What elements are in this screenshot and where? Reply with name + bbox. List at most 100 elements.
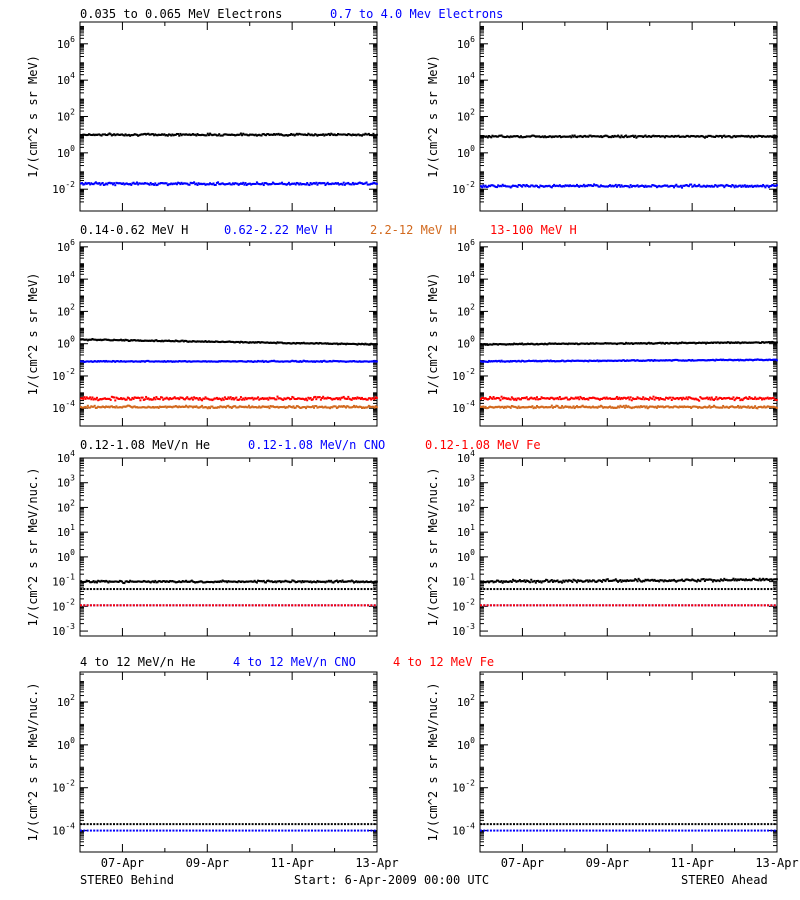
data-point (294, 133, 297, 136)
data-point (759, 341, 762, 344)
data-point (180, 134, 183, 137)
data-point (653, 578, 656, 581)
data-point (178, 182, 181, 185)
data-point (159, 182, 162, 185)
data-point (716, 406, 719, 409)
data-point (703, 405, 706, 408)
data-point (366, 343, 369, 346)
data-point (314, 360, 317, 363)
data-point (148, 339, 151, 342)
data-point (279, 360, 282, 363)
data-point (109, 182, 112, 185)
data-point (161, 580, 164, 583)
data-point (194, 397, 197, 400)
y-tick-label: 104 (457, 449, 475, 465)
data-point (570, 406, 573, 409)
y-tick-exponent: 2 (470, 498, 475, 507)
data-point (161, 339, 164, 342)
data-point (342, 181, 345, 184)
data-point (172, 397, 175, 400)
data-point (627, 185, 630, 188)
data-point (364, 397, 367, 400)
data-point (303, 398, 306, 401)
data-point (569, 398, 572, 401)
data-point (269, 580, 272, 583)
data-point (221, 406, 224, 409)
data-point (558, 184, 561, 187)
data-point (234, 341, 237, 344)
data-point (116, 133, 119, 136)
data-point (211, 360, 214, 363)
data-point (670, 398, 673, 401)
data-point (262, 405, 265, 408)
data-point (80, 588, 82, 591)
data-point (235, 406, 238, 409)
data-point (566, 580, 569, 583)
data-point (95, 396, 98, 399)
data-point (225, 604, 228, 607)
data-point (519, 343, 522, 346)
data-point (308, 397, 311, 400)
data-point (353, 360, 356, 363)
data-point (622, 359, 625, 362)
data-point (662, 359, 665, 362)
data-point (724, 341, 727, 344)
data-point (241, 588, 244, 591)
data-point (714, 135, 717, 138)
data-point (774, 135, 777, 138)
data-point (729, 135, 732, 138)
data-point (154, 133, 157, 136)
data-point (294, 588, 297, 591)
y-axis-label: 1/(cm^2 s sr MeV) (426, 273, 440, 396)
data-point (139, 588, 142, 591)
data-point (149, 181, 152, 184)
data-point (662, 580, 665, 583)
data-point (579, 406, 582, 409)
data-point (374, 360, 377, 363)
data-point (222, 340, 225, 343)
data-point (118, 360, 121, 363)
y-tick-label: 10-2 (52, 367, 75, 383)
data-point (753, 341, 756, 344)
data-point (709, 185, 712, 188)
data-point (202, 581, 205, 584)
data-point (243, 341, 246, 344)
data-point (282, 342, 285, 345)
data-point (559, 136, 562, 139)
data-point (274, 580, 277, 583)
data-point (362, 360, 365, 363)
data-point (524, 343, 527, 346)
data-point (633, 184, 636, 187)
data-point (361, 360, 364, 363)
data-point (191, 133, 194, 136)
data-point (589, 134, 592, 137)
data-point (211, 399, 214, 402)
data-point (558, 406, 561, 409)
series-points (480, 404, 778, 410)
data-point (161, 360, 164, 363)
data-point (205, 604, 208, 607)
data-point (749, 406, 752, 409)
data-point (574, 396, 577, 399)
data-point (98, 580, 101, 583)
data-point (556, 135, 559, 138)
data-point (324, 133, 327, 136)
data-point (251, 604, 254, 607)
data-point (750, 341, 753, 344)
data-point (300, 133, 303, 136)
data-point (281, 580, 284, 583)
data-point (97, 579, 100, 582)
data-point (551, 406, 554, 409)
data-point (205, 340, 208, 343)
data-point (269, 341, 272, 344)
data-point (281, 181, 284, 184)
data-point (106, 580, 109, 583)
data-point (703, 136, 706, 139)
data-point (206, 407, 209, 410)
data-point (301, 342, 304, 345)
data-point (758, 405, 761, 408)
data-point (755, 135, 758, 138)
data-point (370, 182, 373, 185)
data-point (277, 580, 280, 583)
